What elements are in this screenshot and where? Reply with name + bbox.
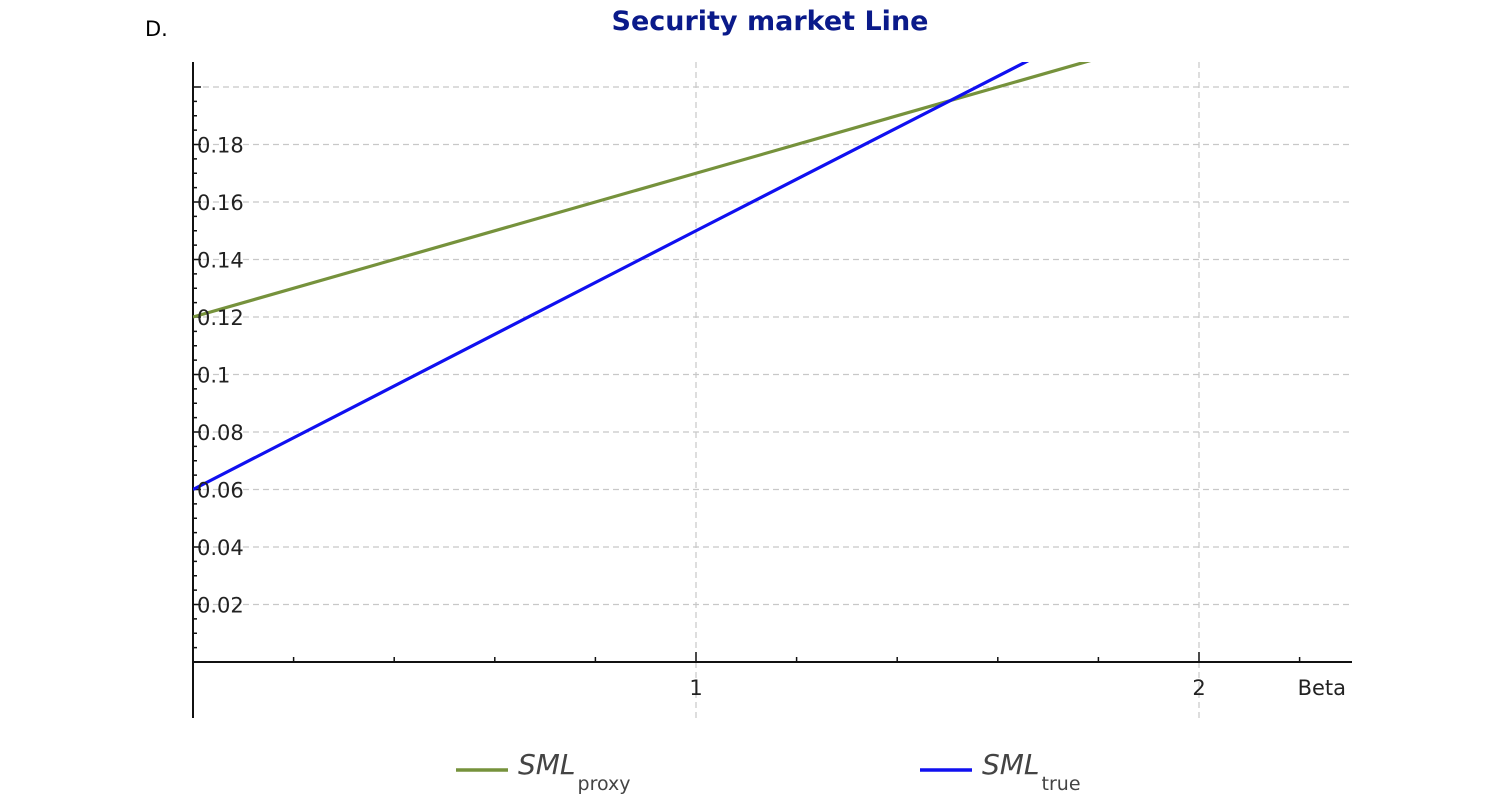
y-tick-label: 0.1	[197, 364, 230, 388]
y-tick-label: 0.16	[197, 191, 244, 215]
y-tick-label: 0.12	[197, 306, 244, 330]
legend-subscript-proxy: proxy	[578, 773, 631, 795]
y-tick-label: 0.08	[197, 421, 244, 445]
y-tick-label: 0.18	[197, 134, 244, 158]
figure-label: D.	[145, 17, 168, 41]
grid	[193, 62, 1352, 718]
x-tick-label: 2	[1192, 676, 1205, 700]
legend-subscript-true: true	[1042, 773, 1081, 795]
tick-labels: 0.02 0.04 0.06 0.08 0.1 0.12 0.14 0.16 0.18 1 2 Bet…	[197, 134, 1346, 701]
y-tick-label: 0.04	[197, 536, 244, 560]
y-tick-label: 0.14	[197, 249, 244, 273]
legend-label-proxy: SMLproxy	[518, 748, 631, 795]
y-tick-label: 0.06	[197, 479, 244, 503]
series-line-true	[193, 62, 1030, 491]
series-line-proxy	[193, 62, 1092, 319]
x-tick-label: 1	[689, 676, 702, 700]
legend-label-true: SMLtrue	[982, 748, 1081, 795]
chart-title: Security market Line	[611, 6, 929, 37]
series-layer	[193, 62, 1092, 491]
y-tick-label: 0.02	[197, 594, 244, 618]
axes	[192, 62, 1352, 718]
x-axis-label: Beta	[1298, 676, 1346, 700]
legend: SMLproxy SMLtrue	[456, 748, 1081, 795]
